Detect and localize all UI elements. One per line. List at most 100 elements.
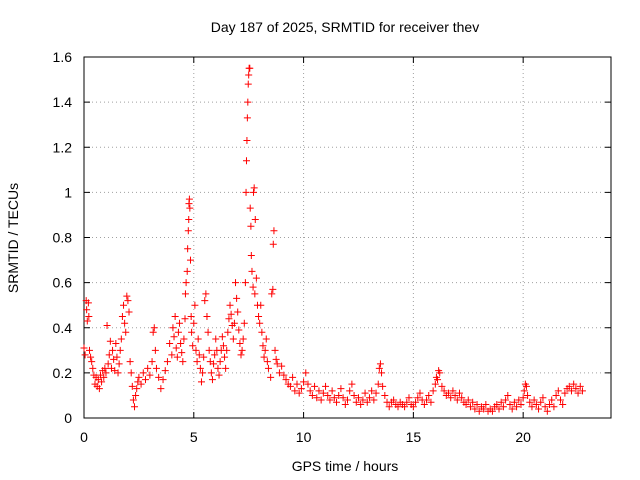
data-point	[502, 396, 510, 404]
data-point	[306, 387, 314, 395]
data-point	[445, 389, 453, 397]
data-point	[189, 342, 197, 350]
data-point	[183, 267, 191, 275]
data-point	[114, 369, 122, 377]
data-point	[184, 227, 192, 235]
data-point	[95, 385, 103, 393]
data-point	[570, 380, 578, 388]
data-point	[186, 256, 194, 264]
data-point	[131, 403, 139, 411]
y-tick-labels: 0 0.2 0.4 0.6 0.8 1 1.2 1.4 1.6	[53, 49, 73, 426]
data-point	[526, 398, 534, 406]
x-tick-label: 5	[190, 429, 198, 445]
data-point	[423, 396, 431, 404]
data-point	[576, 382, 584, 390]
data-point	[190, 319, 198, 327]
data-point	[251, 215, 259, 223]
y-tick-label: 0.2	[53, 365, 73, 381]
data-point	[412, 398, 420, 406]
y-axis-label: SRMTID / TECUs	[5, 183, 21, 293]
data-point	[244, 98, 252, 106]
data-point	[128, 382, 136, 390]
data-point	[295, 389, 303, 397]
data-point	[522, 382, 530, 390]
data-point	[125, 308, 133, 316]
data-point	[211, 351, 219, 359]
data-point	[171, 312, 179, 320]
data-point	[163, 358, 171, 366]
data-point	[104, 360, 112, 368]
data-point	[451, 391, 459, 399]
data-point	[405, 394, 413, 402]
data-point	[174, 328, 182, 336]
data-point	[89, 364, 97, 372]
data-point	[106, 337, 114, 345]
data-point	[429, 387, 437, 395]
data-point	[488, 407, 496, 415]
data-point	[239, 335, 247, 343]
data-point	[132, 391, 140, 399]
data-point	[567, 387, 575, 395]
data-point	[313, 394, 321, 402]
data-point	[133, 385, 141, 393]
data-point	[223, 346, 231, 354]
data-point	[88, 358, 96, 366]
data-point	[541, 403, 549, 411]
data-point	[127, 369, 135, 377]
data-point	[177, 340, 185, 348]
data-point	[354, 394, 362, 402]
data-point	[506, 400, 514, 408]
data-point	[524, 391, 532, 399]
data-point	[434, 376, 442, 384]
x-tick-labels: 0 5 10 15 20	[80, 429, 531, 445]
data-point	[208, 376, 216, 384]
data-point	[381, 391, 389, 399]
data-point	[186, 204, 194, 212]
data-point	[126, 358, 134, 366]
data-point	[271, 346, 279, 354]
data-point	[250, 188, 258, 196]
data-point	[267, 373, 275, 381]
data-point	[212, 335, 220, 343]
data-point	[537, 398, 545, 406]
data-point	[240, 319, 248, 327]
data-point	[247, 222, 255, 230]
data-point	[510, 398, 518, 406]
data-point	[458, 394, 466, 402]
data-point	[117, 335, 125, 343]
data-point	[390, 396, 398, 404]
data-point	[255, 312, 263, 320]
data-point	[123, 292, 131, 300]
data-point	[248, 267, 256, 275]
data-point	[409, 403, 417, 411]
data-point	[259, 342, 267, 350]
data-point	[168, 351, 176, 359]
data-point	[166, 340, 174, 348]
data-point	[270, 227, 278, 235]
data-point	[532, 400, 540, 408]
data-point	[268, 290, 276, 298]
data-point	[124, 297, 132, 305]
x-tick-label: 20	[515, 429, 531, 445]
data-point	[195, 351, 203, 359]
data-point	[339, 394, 347, 402]
data-point	[278, 362, 286, 370]
data-point	[245, 71, 253, 79]
data-point	[100, 373, 108, 381]
data-point	[247, 252, 255, 260]
data-point	[376, 360, 384, 368]
data-point	[161, 367, 169, 375]
data-point	[447, 394, 455, 402]
data-point	[105, 351, 113, 359]
data-point	[238, 346, 246, 354]
data-point	[330, 394, 338, 402]
data-point	[121, 319, 129, 327]
data-point	[297, 385, 305, 393]
data-point	[102, 369, 110, 377]
data-point	[197, 378, 205, 386]
data-point	[112, 340, 120, 348]
data-point	[185, 195, 193, 203]
data-point	[282, 376, 290, 384]
data-point	[170, 333, 178, 341]
data-point	[150, 324, 158, 332]
